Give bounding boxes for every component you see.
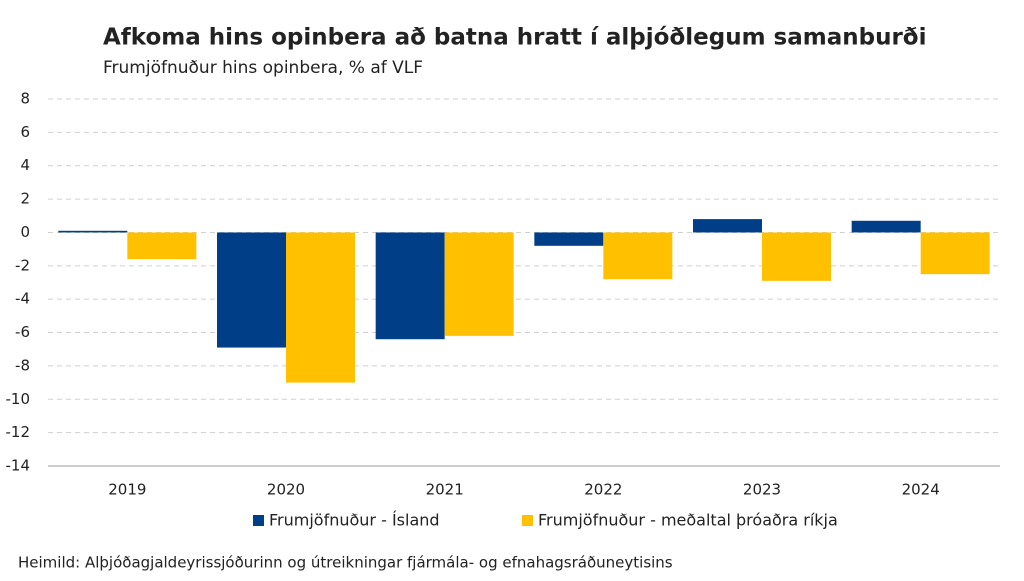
legend-label: Frumjöfnuður - Ísland [269,511,440,530]
y-tick-label: 2 [20,190,30,208]
y-tick-label: -2 [15,256,30,274]
bar [851,220,921,233]
bar [217,232,286,348]
x-tick-label: 2023 [743,481,781,499]
bar [534,232,604,246]
y-tick-label: 8 [20,90,30,108]
bar [920,232,990,275]
y-tick-label: -6 [15,323,30,341]
bar [444,232,514,336]
y-tick-label: -10 [6,390,31,408]
legend-swatch [522,515,533,526]
bar [286,232,355,383]
y-tick-label: 0 [20,223,30,241]
y-tick-label: -4 [15,290,30,308]
bar [127,232,197,260]
chart-title: Afkoma hins opinbera að batna hratt í al… [103,25,927,51]
x-tick-label: 2020 [267,481,305,499]
x-tick-label: 2021 [426,481,464,499]
bar [58,230,128,233]
y-tick-label: 6 [20,123,30,141]
legend-swatch [253,515,264,526]
x-tick-label: 2022 [584,481,622,499]
x-tick-label: 2024 [902,481,940,499]
bar [762,232,831,281]
y-tick-label: 4 [20,156,30,174]
y-tick-label: -8 [15,356,30,374]
bar [693,219,762,233]
chart-subtitle: Frumjöfnuður hins opinbera, % af VLF [103,58,423,78]
legend-label: Frumjöfnuður - meðaltal þróaðra ríkja [538,511,838,530]
bar [375,232,445,340]
x-tick-label: 2019 [108,481,146,499]
bar [603,232,673,280]
source-note: Heimild: Alþjóðagjaldeyrissjóðurinn og ú… [18,554,673,572]
y-tick-label: -14 [6,457,31,475]
y-tick-label: -12 [6,423,31,441]
